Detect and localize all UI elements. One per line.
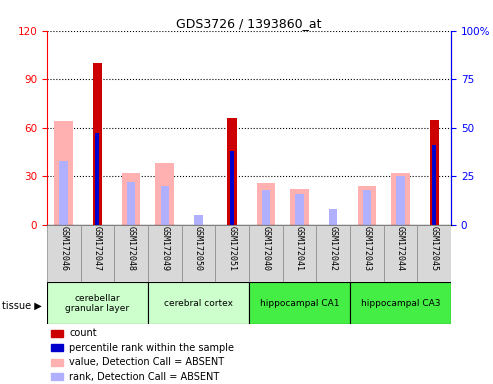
Bar [357, 186, 376, 225]
Bar [290, 189, 309, 225]
Bar [194, 215, 203, 225]
Text: GSM172043: GSM172043 [362, 227, 371, 271]
Bar [256, 183, 275, 225]
Bar [249, 282, 350, 324]
Bar [429, 119, 439, 225]
Text: GSM172049: GSM172049 [160, 227, 169, 271]
Bar [122, 173, 141, 225]
Bar [51, 344, 63, 351]
Text: GSM172041: GSM172041 [295, 227, 304, 271]
Bar [51, 359, 63, 366]
Bar [80, 225, 114, 282]
Text: GSM172048: GSM172048 [127, 227, 136, 271]
Text: tissue ▶: tissue ▶ [2, 300, 42, 310]
Bar [47, 225, 80, 282]
Bar [230, 151, 234, 225]
Bar [51, 373, 63, 380]
Bar [418, 225, 451, 282]
Bar [329, 209, 337, 225]
Text: GSM172045: GSM172045 [430, 227, 439, 271]
Bar [60, 161, 68, 225]
Text: GSM172044: GSM172044 [396, 227, 405, 271]
Bar [155, 163, 174, 225]
Bar [93, 63, 102, 225]
Text: GSM172050: GSM172050 [194, 227, 203, 271]
Bar [363, 190, 371, 225]
Bar [47, 282, 148, 324]
Bar [161, 186, 169, 225]
Bar [391, 173, 410, 225]
Text: cerebral cortex: cerebral cortex [164, 299, 233, 308]
Text: hippocampal CA1: hippocampal CA1 [260, 299, 339, 308]
Bar [54, 121, 73, 225]
Bar [384, 225, 418, 282]
Bar [282, 225, 317, 282]
Text: value, Detection Call = ABSENT: value, Detection Call = ABSENT [69, 357, 224, 367]
Text: count: count [69, 328, 97, 338]
Bar [432, 145, 436, 225]
Text: hippocampal CA3: hippocampal CA3 [361, 299, 440, 308]
Text: GSM172046: GSM172046 [59, 227, 68, 271]
Bar [295, 194, 304, 225]
Bar [227, 118, 237, 225]
Text: GSM172051: GSM172051 [228, 227, 237, 271]
Bar [215, 225, 249, 282]
Text: cerebellar
granular layer: cerebellar granular layer [65, 294, 130, 313]
Text: GSM172047: GSM172047 [93, 227, 102, 271]
Bar [114, 225, 148, 282]
Bar [350, 225, 384, 282]
Bar [249, 225, 282, 282]
Title: GDS3726 / 1393860_at: GDS3726 / 1393860_at [176, 17, 322, 30]
Bar [127, 182, 135, 225]
Bar [317, 225, 350, 282]
Bar [350, 282, 451, 324]
Text: rank, Detection Call = ABSENT: rank, Detection Call = ABSENT [69, 371, 219, 382]
Bar [396, 176, 405, 225]
Text: GSM172042: GSM172042 [329, 227, 338, 271]
Bar [148, 225, 181, 282]
Bar [51, 330, 63, 337]
Bar [148, 282, 249, 324]
Bar [95, 134, 100, 225]
Bar [262, 190, 270, 225]
Bar [181, 225, 215, 282]
Text: GSM172040: GSM172040 [261, 227, 270, 271]
Text: percentile rank within the sample: percentile rank within the sample [69, 343, 234, 353]
